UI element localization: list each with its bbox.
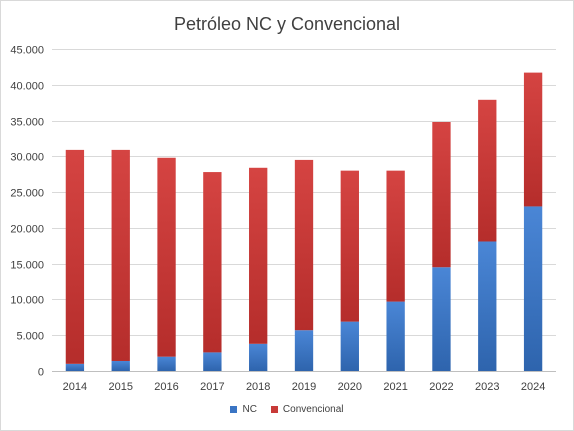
bar-nc-2020: [340, 321, 359, 371]
x-tick-label: 2017: [200, 381, 224, 393]
bar-nc-2015: [111, 360, 130, 371]
legend-swatch-nc: [230, 406, 238, 413]
y-tick-label: 20.000: [10, 224, 44, 236]
bar-nc-2019: [294, 330, 314, 371]
x-tick-label: 2021: [383, 381, 407, 393]
bars: [65, 72, 543, 371]
y-tick-label: 15.000: [10, 260, 44, 272]
x-tick-label: 2022: [429, 381, 453, 393]
x-tick-label: 2015: [108, 381, 132, 393]
bar-nc-2023: [478, 241, 497, 371]
bar-convencional-2016: [157, 157, 176, 357]
bar-convencional-2014: [65, 149, 85, 364]
y-tick-label: 5.000: [16, 331, 44, 343]
bar-convencional-2019: [294, 159, 314, 331]
x-tick-label: 2018: [246, 381, 270, 393]
x-tick-label: 2020: [338, 381, 362, 393]
legend-swatch-convencional: [270, 406, 278, 413]
bar-nc-2016: [157, 356, 176, 371]
bar-convencional-2024: [523, 72, 543, 207]
y-tick-label: 10.000: [10, 295, 44, 307]
bar-convencional-2020: [340, 170, 359, 322]
y-axis: 0 5.000 10.000 15.000 20.000 25.000 30.000 35.0…: [10, 45, 44, 379]
bar-nc-2017: [203, 352, 222, 371]
legend-label-nc: NC: [242, 404, 257, 415]
chart-title: Petróleo NC y Convencional: [173, 14, 401, 34]
x-tick-label: 2024: [521, 381, 545, 393]
y-tick-label: 45.000: [10, 45, 44, 57]
legend-label-convencional: Convencional: [282, 404, 344, 415]
bar-nc-2018: [249, 343, 268, 371]
y-tick-label: 25.000: [10, 188, 44, 200]
x-axis: 2014 2015 2016 2017 2018 2019 2020 2021 2022 2023…: [63, 381, 546, 393]
y-tick-label: 40.000: [10, 81, 44, 93]
legend-item-convencional: Convencional: [270, 404, 344, 415]
bar-nc-2024: [523, 206, 543, 371]
x-tick-label: 2019: [292, 381, 316, 393]
y-tick-label: 0: [38, 367, 44, 379]
x-tick-label: 2014: [63, 381, 87, 393]
bar-nc-2014: [65, 363, 85, 371]
y-tick-label: 30.000: [10, 152, 44, 164]
legend-item-nc: NC: [230, 404, 257, 415]
y-tick-label: 35.000: [10, 117, 44, 129]
bar-nc-2022: [432, 267, 451, 371]
x-tick-label: 2023: [475, 381, 499, 393]
legend: NC Convencional: [0, 404, 574, 415]
x-tick-label: 2016: [154, 381, 178, 393]
bar-convencional-2021: [386, 170, 405, 302]
bar-convencional-2015: [111, 149, 130, 361]
bar-convencional-2022: [432, 121, 451, 268]
bar-convencional-2023: [478, 99, 497, 242]
bar-convencional-2017: [203, 172, 222, 353]
bar-convencional-2018: [249, 167, 268, 344]
bar-nc-2021: [386, 301, 405, 371]
